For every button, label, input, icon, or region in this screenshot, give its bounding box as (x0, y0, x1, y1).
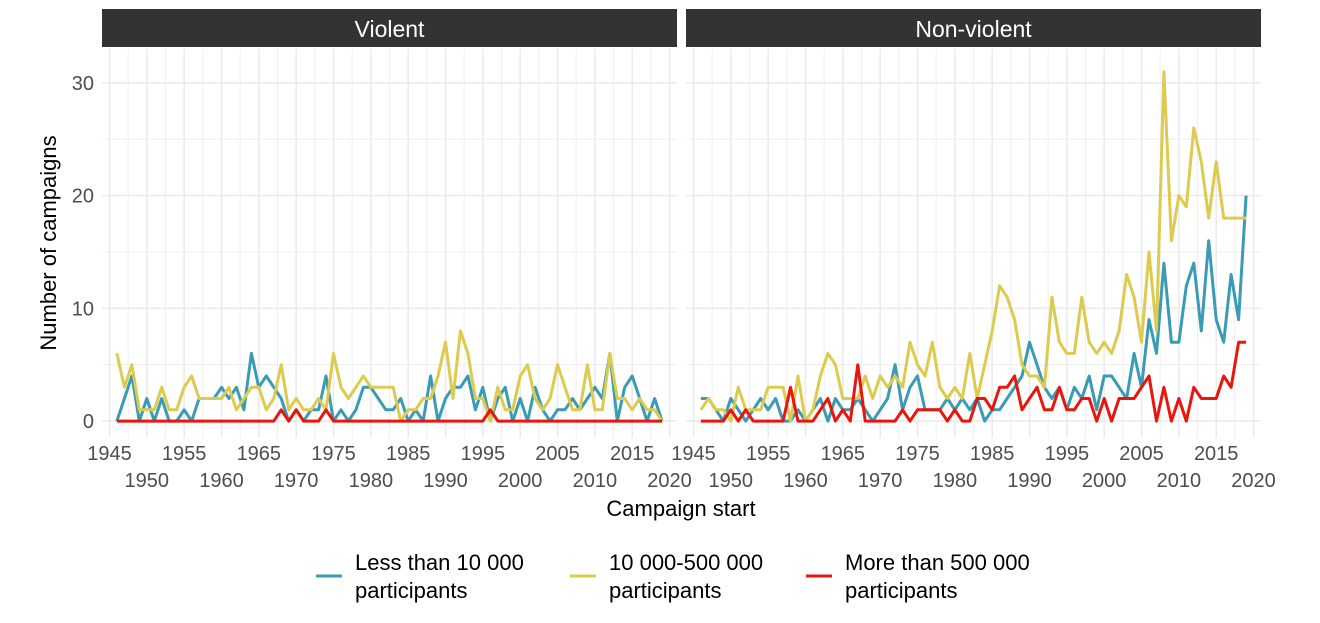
series-line-more-than-500000 (116, 408, 663, 423)
series-line-10000-500000 (115, 329, 664, 423)
x-tick-label: 2020 (1231, 470, 1276, 492)
x-tick-label: 1975 (895, 443, 940, 465)
legend-label-line1: More than 500 000 (845, 550, 1030, 575)
y-tick-label: 30 (72, 73, 94, 95)
x-tick-label: 1950 (709, 470, 754, 492)
x-tick-label: 1960 (783, 470, 828, 492)
y-tick-label: 10 (72, 298, 94, 320)
lines-violent (115, 329, 664, 423)
strip-title-non-violent: Non-violent (915, 16, 1032, 42)
x-tick-label: 2015 (1194, 443, 1239, 465)
x-tick-label: 1970 (858, 470, 903, 492)
x-axis-ticks: 1945 1955 1965 1975 1985 1995 2005 2015 1950 1960… (87, 443, 1276, 492)
x-tick-label: 2015 (610, 443, 655, 465)
y-tick-label: 20 (72, 186, 94, 208)
lines-non-violent (699, 70, 1248, 423)
x-tick-label: 2005 (1119, 443, 1164, 465)
legend-label-line1: 10 000-500 000 (609, 550, 763, 575)
panel-violent: Violent (102, 9, 677, 438)
strip-violent (102, 9, 677, 47)
x-tick-label: 1970 (274, 470, 319, 492)
series-line-more-than-500000 (700, 340, 1247, 423)
x-tick-label: 2005 (535, 443, 580, 465)
x-tick-label: 2000 (1082, 470, 1127, 492)
x-tick-label: 1990 (1007, 470, 1052, 492)
x-tick-label: 1995 (461, 443, 506, 465)
x-tick-label: 1955 (162, 443, 207, 465)
y-axis-title: Number of campaigns (36, 135, 61, 350)
x-tick-label: 2020 (647, 470, 692, 492)
x-tick-label: 1980 (933, 470, 978, 492)
x-tick-label: 1985 (970, 443, 1015, 465)
series-line-10000-500000 (699, 70, 1247, 423)
y-axis-ticks: 0 10 20 30 (72, 73, 94, 433)
panel-non-violent: Non-violent (686, 9, 1261, 438)
legend-label-line1: Less than 10 000 (355, 550, 524, 575)
x-tick-label: 1965 (821, 443, 866, 465)
x-tick-label: 1990 (423, 470, 468, 492)
x-tick-label: 1965 (237, 443, 282, 465)
x-tick-label: 1955 (746, 443, 791, 465)
x-tick-label: 1980 (349, 470, 394, 492)
x-tick-label: 2010 (573, 470, 618, 492)
legend-label-line2: participants (845, 578, 958, 603)
x-tick-label: 1975 (311, 443, 356, 465)
x-tick-label: 2000 (498, 470, 543, 492)
x-tick-label: 1945 (671, 443, 716, 465)
x-tick-label: 1960 (199, 470, 244, 492)
x-tick-label: 2010 (1157, 470, 1202, 492)
grid-violent (102, 49, 677, 438)
legend-label-line2: participants (355, 578, 468, 603)
x-tick-label: 1985 (386, 443, 431, 465)
strip-title-violent: Violent (355, 16, 426, 42)
x-tick-label: 1995 (1045, 443, 1090, 465)
strip-non-violent (686, 9, 1261, 47)
x-tick-label: 1950 (125, 470, 170, 492)
legend-label-line2: participants (609, 578, 722, 603)
legend: Less than 10 000 participants 10 000-500 0… (316, 550, 1030, 603)
x-axis-title: Campaign start (606, 496, 755, 521)
x-tick-label: 1945 (87, 443, 132, 465)
y-tick-label: 0 (83, 411, 94, 433)
